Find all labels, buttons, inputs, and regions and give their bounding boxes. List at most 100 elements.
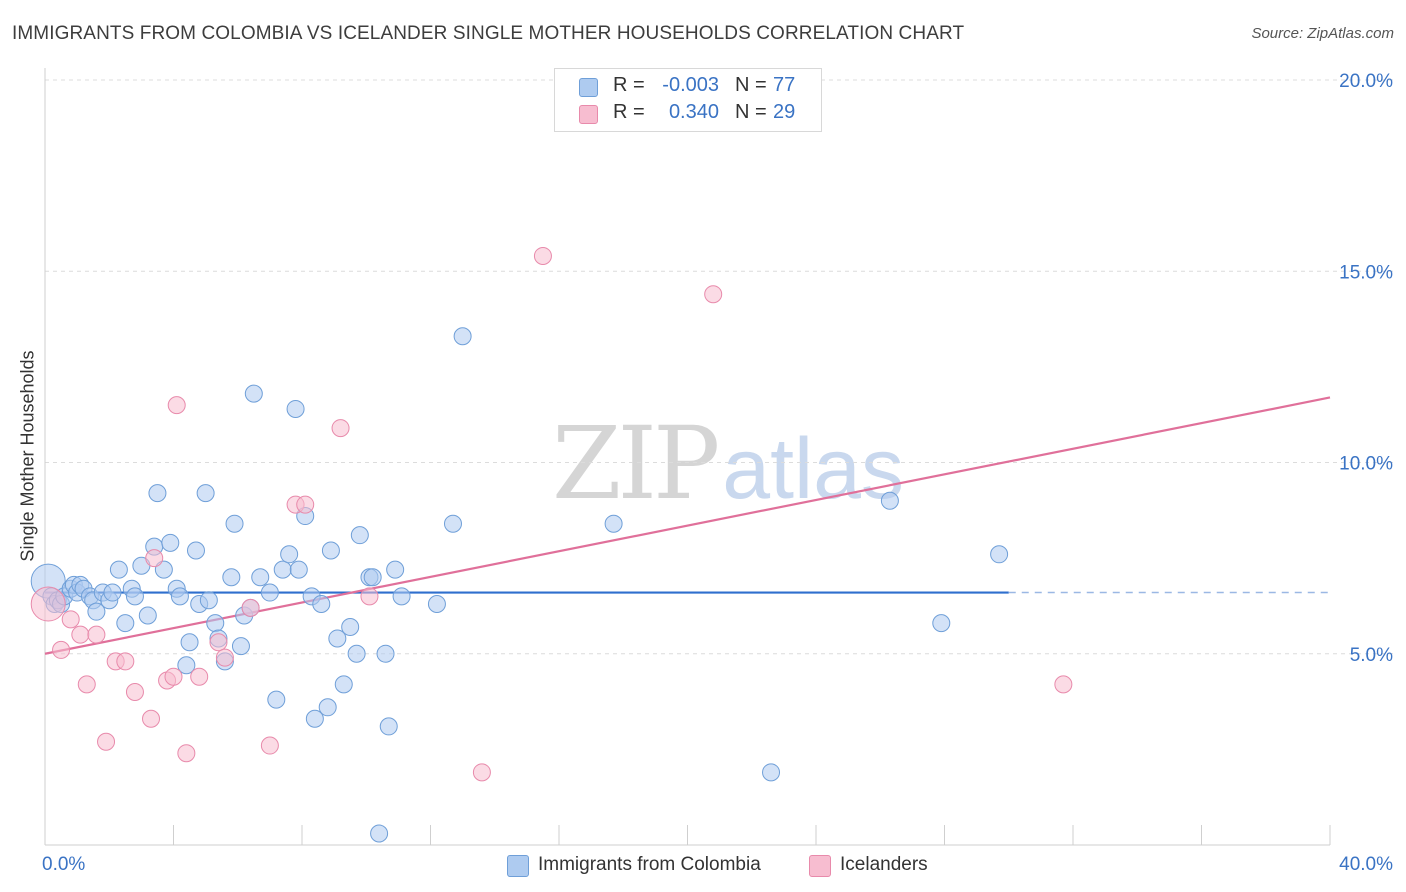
point-icelanders bbox=[260, 736, 279, 755]
point-colombia bbox=[350, 526, 369, 545]
point-icelanders bbox=[215, 648, 234, 667]
point-colombia bbox=[125, 587, 144, 606]
point-icelanders bbox=[164, 667, 183, 686]
point-colombia bbox=[347, 644, 366, 663]
r-label: R = bbox=[613, 101, 645, 123]
point-colombia bbox=[453, 327, 472, 346]
legend-label-colombia: Immigrants from Colombia bbox=[538, 854, 761, 875]
point-icelanders bbox=[61, 610, 80, 629]
point-colombia bbox=[321, 541, 340, 560]
point-colombia bbox=[289, 560, 308, 579]
point-colombia bbox=[199, 591, 218, 610]
point-icelanders bbox=[167, 396, 186, 415]
point-colombia bbox=[267, 690, 286, 709]
x-tick-label-max: 40.0% bbox=[1339, 854, 1393, 875]
point-icelanders bbox=[360, 587, 379, 606]
point-colombia bbox=[305, 709, 324, 728]
point-colombia bbox=[990, 545, 1009, 564]
point-icelanders bbox=[116, 652, 135, 671]
legend-swatch-colombia bbox=[507, 855, 529, 877]
point-colombia bbox=[286, 399, 305, 418]
n-value: 77 bbox=[773, 74, 796, 96]
legend-label-icelanders: Icelanders bbox=[840, 854, 928, 875]
x-tick-label-min: 0.0% bbox=[42, 854, 85, 875]
n-label: N = bbox=[735, 101, 767, 123]
point-colombia bbox=[379, 717, 398, 736]
y-axis-label: Single Mother Households bbox=[17, 350, 38, 562]
point-colombia bbox=[222, 568, 241, 587]
point-icelanders bbox=[125, 683, 144, 701]
y-tick-label: 15.0% bbox=[1339, 262, 1393, 283]
point-colombia bbox=[148, 484, 167, 503]
r-value: -0.003 bbox=[662, 74, 719, 96]
point-colombia bbox=[87, 602, 106, 621]
point-icelanders bbox=[331, 419, 350, 438]
point-colombia bbox=[186, 541, 205, 560]
point-colombia bbox=[170, 587, 189, 606]
point-colombia bbox=[273, 560, 292, 579]
point-icelanders bbox=[296, 495, 315, 514]
point-colombia bbox=[177, 656, 196, 675]
point-icelanders bbox=[190, 667, 209, 686]
point-colombia bbox=[231, 637, 250, 656]
point-colombia bbox=[370, 824, 389, 843]
point-colombia bbox=[312, 595, 331, 614]
swatch-colombia bbox=[579, 78, 598, 97]
trend-line-icelanders bbox=[44, 396, 1331, 655]
point-colombia bbox=[109, 560, 128, 579]
point-colombia bbox=[932, 614, 951, 633]
point-colombia bbox=[138, 606, 157, 625]
point-icelanders bbox=[209, 633, 228, 652]
legend-swatch-icelanders bbox=[809, 855, 831, 877]
point-icelanders bbox=[533, 246, 552, 265]
point-colombia bbox=[334, 675, 353, 694]
point-colombia bbox=[341, 617, 360, 636]
point-colombia bbox=[180, 633, 199, 652]
point-icelanders bbox=[71, 625, 90, 644]
data-points bbox=[30, 246, 1073, 843]
point-icelanders bbox=[142, 709, 161, 728]
n-label: N = bbox=[735, 74, 767, 96]
series-legend: Immigrants from Colombia Icelanders bbox=[0, 852, 1406, 878]
point-icelanders bbox=[97, 732, 116, 751]
point-icelanders bbox=[30, 586, 66, 622]
y-tick-label: 20.0% bbox=[1339, 71, 1393, 92]
point-colombia bbox=[318, 698, 337, 717]
point-colombia bbox=[376, 644, 395, 663]
point-icelanders bbox=[1054, 675, 1073, 694]
point-colombia bbox=[116, 614, 135, 633]
point-colombia bbox=[154, 560, 173, 579]
point-icelanders bbox=[77, 675, 96, 694]
point-colombia bbox=[880, 491, 899, 510]
point-colombia bbox=[363, 568, 382, 587]
chart-title: IMMIGRANTS FROM COLOMBIA VS ICELANDER SI… bbox=[12, 23, 965, 44]
r-value: 0.340 bbox=[668, 101, 719, 123]
point-colombia bbox=[206, 614, 225, 633]
point-colombia bbox=[443, 514, 462, 533]
point-icelanders bbox=[704, 285, 723, 304]
point-colombia bbox=[196, 484, 215, 503]
point-colombia bbox=[103, 583, 122, 602]
point-colombia bbox=[280, 545, 299, 564]
r-label: R = bbox=[613, 74, 645, 96]
stats-legend: R = -0.003 N = 77 R = 0.340 N = 29 bbox=[554, 68, 822, 132]
point-colombia bbox=[244, 384, 263, 403]
point-colombia bbox=[604, 514, 623, 533]
point-icelanders bbox=[145, 549, 164, 568]
tick-labels: 5.0% 10.0% 15.0% 20.0% 0.0% 40.0% bbox=[42, 71, 1393, 875]
axes bbox=[44, 68, 1331, 846]
point-icelanders bbox=[472, 763, 491, 782]
point-colombia bbox=[427, 595, 446, 614]
n-value: 29 bbox=[773, 101, 796, 123]
grid bbox=[45, 79, 1395, 655]
point-icelanders bbox=[52, 640, 71, 659]
point-colombia bbox=[161, 533, 180, 552]
point-colombia bbox=[225, 514, 244, 533]
point-colombia bbox=[251, 568, 270, 587]
y-tick-label: 5.0% bbox=[1350, 645, 1393, 666]
point-colombia bbox=[386, 560, 405, 579]
swatch-icelanders bbox=[579, 105, 598, 124]
y-tick-label: 10.0% bbox=[1339, 454, 1393, 475]
point-icelanders bbox=[87, 625, 106, 644]
source-credit: Source: ZipAtlas.com bbox=[1251, 25, 1394, 42]
